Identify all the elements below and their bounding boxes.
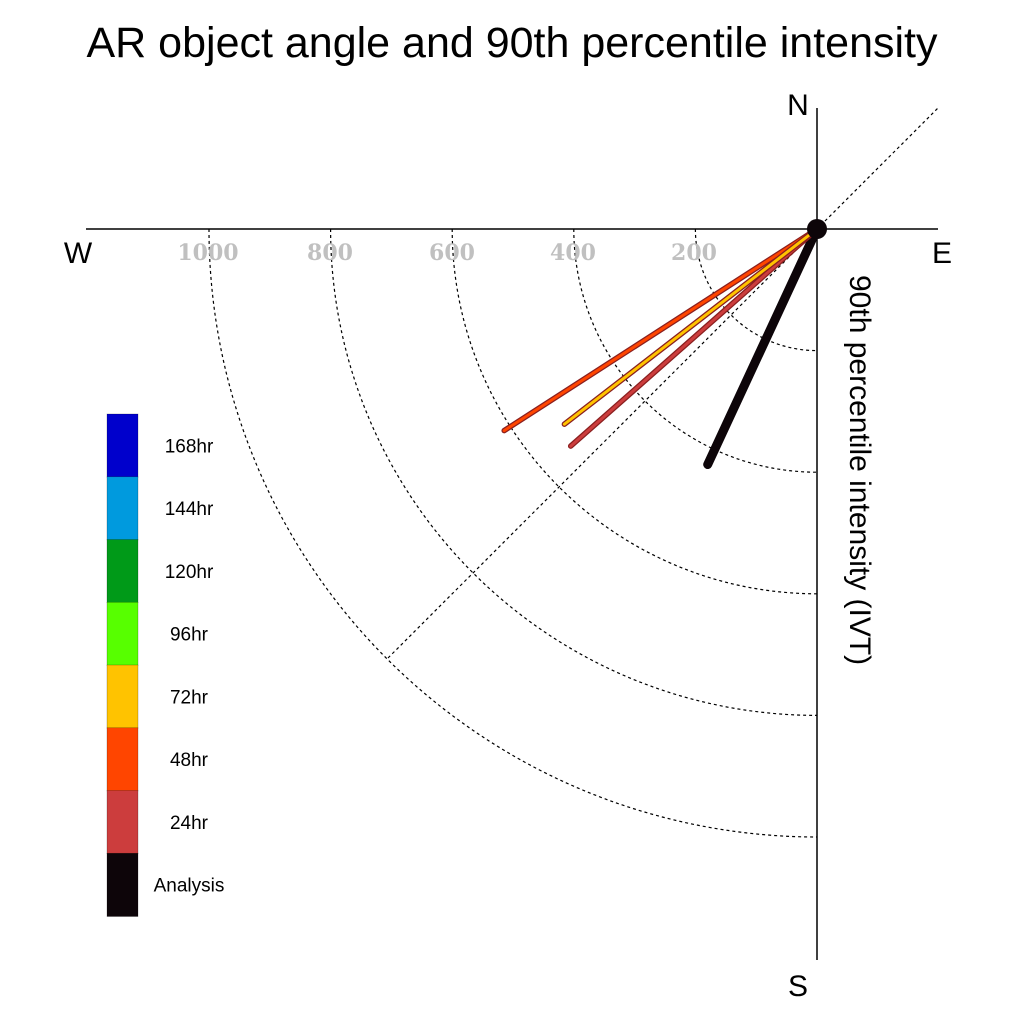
legend-swatch-144hr <box>106 476 139 541</box>
legend-label-168hr: 168hr <box>165 436 214 457</box>
radial-tick-1000: 1000 <box>177 240 238 266</box>
series-line-24hr <box>569 227 819 448</box>
origin-marker <box>807 219 827 239</box>
compass-east-label: E <box>932 237 952 270</box>
chart-title: AR object angle and 90th percentile inte… <box>87 19 938 67</box>
legend: 168hr 144hr 120hr 96hr 72hr 48hr 24hr Analysis <box>106 413 225 917</box>
legend-label-72hr: 72hr <box>170 687 209 708</box>
y-axis-label: 90th percentile intensity (IVT) <box>843 275 876 665</box>
legend-swatch-analysis <box>106 852 139 917</box>
legend-swatch-72hr <box>106 664 139 729</box>
legend-swatch-96hr <box>106 601 139 666</box>
legend-label-96hr: 96hr <box>170 625 209 646</box>
radial-tick-400: 400 <box>550 240 596 266</box>
radial-tick-800: 800 <box>307 240 353 266</box>
ring-800 <box>330 228 818 716</box>
series-line-48hr <box>502 227 819 433</box>
legend-label-144hr: 144hr <box>165 499 214 520</box>
ring-400 <box>573 228 818 473</box>
legend-swatch-24hr <box>106 790 139 855</box>
legend-label-analysis: Analysis <box>154 876 225 897</box>
compass-north-label: N <box>787 89 809 122</box>
legend-swatch-120hr <box>106 539 139 604</box>
radial-tick-200: 200 <box>671 240 717 266</box>
legend-swatch-48hr <box>106 727 139 792</box>
ring-200 <box>694 228 818 352</box>
legend-label-120hr: 120hr <box>165 562 214 583</box>
grid <box>208 228 818 838</box>
legend-label-48hr: 48hr <box>170 750 209 771</box>
series-line-72hr <box>562 227 819 426</box>
series-group <box>501 224 822 469</box>
radial-tick-600: 600 <box>429 240 475 266</box>
legend-swatch-168hr <box>106 413 139 478</box>
ring-1000 <box>208 228 818 838</box>
series-line-analysis <box>703 224 822 469</box>
diagonal-reference-line <box>387 107 939 659</box>
compass-south-label: S <box>788 970 808 1003</box>
ring-600 <box>451 228 818 595</box>
legend-label-24hr: 24hr <box>170 813 209 834</box>
compass-west-label: W <box>64 237 93 270</box>
